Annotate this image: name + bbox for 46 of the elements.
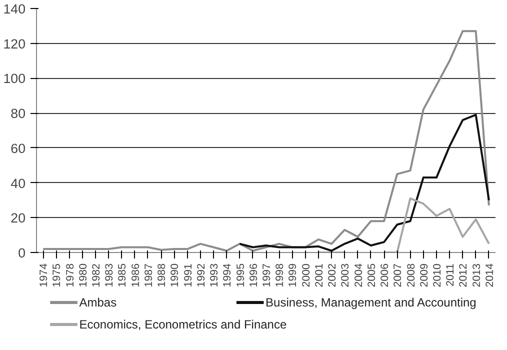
x-tick-label: 2005 <box>366 263 378 288</box>
legend-label: Business, Management and Accounting <box>266 296 476 310</box>
x-tick-label: 1990 <box>169 263 182 288</box>
x-tick-label: 1995 <box>234 263 247 288</box>
x-tick-label: 1993 <box>208 263 221 288</box>
x-tick-label: 2008 <box>405 263 418 288</box>
x-tick-label: 2006 <box>379 263 392 288</box>
x-tick-label: 1987 <box>142 263 155 288</box>
y-tick-label: 0 <box>18 246 26 260</box>
x-tick-label: 1999 <box>287 263 300 288</box>
y-tick-label: 140 <box>3 2 26 16</box>
y-tick-label: 100 <box>3 71 26 86</box>
x-tick-label: 2011 <box>444 263 457 286</box>
x-tick-label: 1991 <box>182 263 194 288</box>
x-tick-label: 2002 <box>326 263 339 288</box>
x-tick-label: 1974 <box>38 263 50 288</box>
x-tick-label: 1994 <box>222 263 234 288</box>
x-tick-label: 1982 <box>90 263 103 288</box>
legend-label: Ambas <box>79 296 117 310</box>
x-tick-label: 1980 <box>77 263 90 288</box>
y-tick-label: 80 <box>10 106 26 122</box>
x-tick-label: 2001 <box>313 263 326 288</box>
x-tick-label: 1975 <box>51 263 64 288</box>
x-tick-label: 1996 <box>248 263 260 288</box>
x-tick-label: 2010 <box>431 263 444 288</box>
y-tick-label: 120 <box>3 36 26 52</box>
x-tick-label: 2013 <box>470 263 483 288</box>
x-tick-label: 1985 <box>116 263 129 288</box>
x-tick-label: 1978 <box>64 263 76 288</box>
x-tick-label: 1988 <box>156 263 168 288</box>
legend-label: Economics, Econometrics and Finance <box>79 318 287 332</box>
x-tick-label: 1986 <box>130 263 142 288</box>
x-tick-label: 2003 <box>340 263 352 288</box>
x-tick-label: 1992 <box>195 263 208 288</box>
x-tick-label: 2004 <box>352 263 365 288</box>
x-tick-label: 1998 <box>274 263 286 288</box>
x-tick-label: 1997 <box>261 263 273 288</box>
x-tick-label: 2014 <box>484 263 496 288</box>
y-tick-label: 60 <box>10 140 26 156</box>
x-tick-label: 2009 <box>418 263 430 288</box>
x-tick-label: 2000 <box>300 263 312 288</box>
x-tick-label: 2007 <box>392 263 404 288</box>
x-tick-label: 1983 <box>104 263 116 288</box>
x-tick-label: 2012 <box>458 263 470 288</box>
y-tick-label: 40 <box>10 176 26 191</box>
y-tick-label: 20 <box>10 210 26 226</box>
